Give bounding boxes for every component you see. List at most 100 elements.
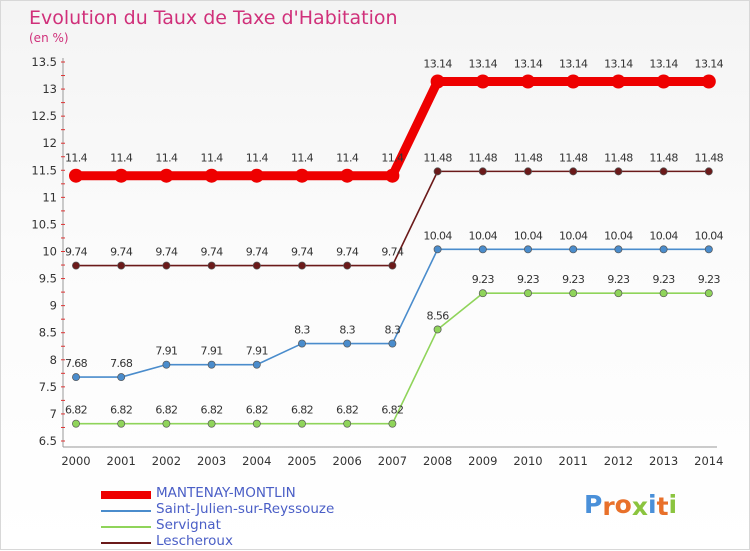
- data-label: 11.4: [246, 152, 269, 165]
- data-point: [72, 261, 80, 270]
- data-label: 10.04: [604, 229, 633, 242]
- data-point: [298, 261, 306, 270]
- data-point: [701, 74, 716, 89]
- data-point: [72, 419, 80, 428]
- legend-item: Lescheroux: [101, 533, 401, 551]
- data-point: [475, 74, 490, 89]
- data-point: [704, 289, 713, 298]
- data-point: [659, 245, 668, 254]
- data-point: [162, 261, 171, 270]
- data-label: 11.4: [155, 152, 178, 165]
- data-label: 13.14: [559, 57, 588, 70]
- data-label: 11.4: [201, 152, 224, 165]
- data-label: 9.74: [291, 246, 314, 259]
- data-label: 6.82: [201, 404, 223, 417]
- data-label: 13.14: [423, 57, 452, 70]
- y-tick-label: 9.5: [39, 272, 57, 286]
- data-label: 10.04: [469, 229, 498, 242]
- data-point: [430, 74, 445, 89]
- logo-letter: r: [602, 492, 615, 521]
- data-label: 9.74: [381, 246, 404, 259]
- data-point: [159, 168, 174, 183]
- data-label: 9.74: [155, 246, 178, 259]
- data-label: 13.14: [695, 57, 724, 70]
- data-point: [704, 167, 713, 176]
- data-label: 9.23: [698, 273, 721, 286]
- legend-swatch: [101, 491, 151, 499]
- data-point: [252, 261, 261, 270]
- logo-letter: o: [614, 490, 632, 519]
- data-label: 6.82: [65, 404, 87, 417]
- data-point: [614, 245, 623, 254]
- data-label: 11.48: [649, 151, 678, 164]
- data-point: [204, 168, 219, 183]
- legend-label: Lescheroux: [156, 533, 233, 549]
- legend-swatch: [101, 542, 151, 544]
- data-label: 11.4: [110, 152, 133, 165]
- data-label: 9.74: [65, 246, 88, 259]
- data-label: 13.14: [649, 57, 678, 70]
- data-point: [524, 167, 532, 176]
- data-label: 11.4: [381, 152, 404, 165]
- data-point: [388, 261, 397, 270]
- y-tick-label: 9: [50, 299, 57, 313]
- y-tick-label: 7: [50, 407, 57, 421]
- data-point: [388, 419, 397, 428]
- data-label: 8.56: [427, 309, 450, 322]
- data-label: 11.48: [514, 151, 543, 164]
- chart-title: Evolution du Taux de Taxe d'Habitation: [29, 7, 398, 29]
- data-point: [343, 419, 352, 428]
- data-point: [614, 289, 623, 298]
- legend-label: Saint-Julien-sur-Reyssouze: [156, 501, 335, 517]
- data-point: [433, 167, 442, 176]
- data-point: [611, 74, 626, 89]
- x-tick-label: 2008: [423, 454, 452, 468]
- data-label: 9.74: [246, 246, 269, 259]
- data-label: 10.04: [695, 229, 724, 242]
- data-point: [569, 167, 578, 176]
- data-point: [566, 74, 581, 89]
- data-label: 7.91: [155, 345, 177, 358]
- x-tick-label: 2004: [242, 454, 271, 468]
- data-label: 9.23: [472, 273, 495, 286]
- data-point: [69, 168, 83, 183]
- legend-label: MANTENAY-MONTLIN: [156, 485, 296, 501]
- data-label: 8.3: [339, 324, 355, 337]
- legend-swatch: [101, 526, 151, 528]
- y-tick-label: 12: [42, 136, 57, 150]
- data-point: [340, 168, 355, 183]
- x-tick-label: 2003: [197, 454, 226, 468]
- data-point: [298, 419, 306, 428]
- legend-item: Saint-Julien-sur-Reyssouze: [101, 501, 401, 519]
- data-label: 6.82: [291, 404, 313, 417]
- y-tick-label: 10: [42, 245, 57, 259]
- proxiti-logo: Proxiti: [584, 490, 677, 521]
- logo-letter: i: [648, 490, 657, 519]
- data-label: 11.48: [469, 151, 498, 164]
- logo-letter: P: [584, 490, 603, 519]
- chart-subtitle: (en %): [29, 31, 69, 45]
- data-point: [207, 261, 216, 270]
- x-tick-label: 2011: [559, 454, 588, 468]
- data-point: [72, 373, 80, 382]
- x-tick-label: 2000: [61, 454, 90, 468]
- data-point: [521, 74, 535, 89]
- y-tick-label: 6.5: [39, 434, 57, 448]
- data-point: [569, 245, 578, 254]
- data-label: 13.14: [604, 57, 633, 70]
- data-label: 11.4: [65, 152, 88, 165]
- y-tick-label: 7.5: [39, 380, 57, 394]
- y-tick-label: 10.5: [31, 217, 57, 231]
- data-label: 11.48: [423, 151, 452, 164]
- data-label: 9.23: [562, 273, 585, 286]
- data-label: 11.48: [604, 151, 633, 164]
- legend-item: Servignat: [101, 517, 401, 535]
- data-label: 7.68: [65, 357, 88, 370]
- data-point: [343, 261, 352, 270]
- y-tick-label: 13: [42, 82, 57, 96]
- legend-item: MANTENAY-MONTLIN: [101, 485, 401, 503]
- data-point: [207, 419, 216, 428]
- logo-letter: x: [631, 492, 648, 521]
- data-point: [298, 339, 306, 348]
- data-label: 6.82: [110, 404, 132, 417]
